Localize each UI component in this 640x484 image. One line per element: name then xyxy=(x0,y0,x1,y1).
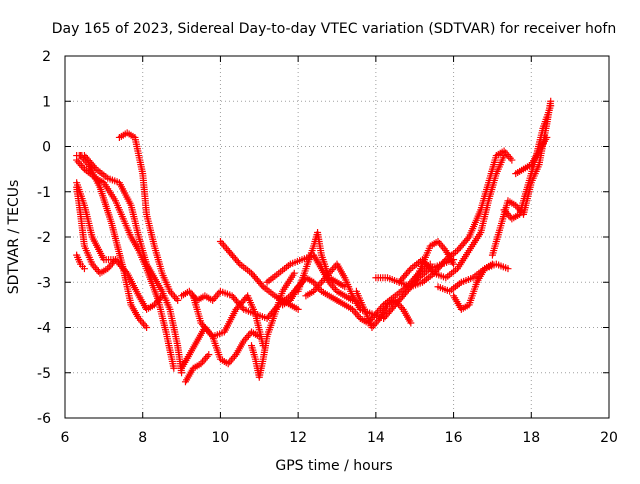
data-point xyxy=(294,305,302,313)
data-point xyxy=(174,296,182,304)
data-point xyxy=(170,364,178,372)
data-point xyxy=(158,292,166,300)
y-axis-label: SDTVAR / TECUs xyxy=(6,180,22,295)
y-tick-label: -3 xyxy=(37,275,51,291)
y-tick-label: 2 xyxy=(42,49,51,65)
chart-title: Day 165 of 2023, Sidereal Day-to-day VTE… xyxy=(52,21,616,37)
x-tick-label: 20 xyxy=(600,430,618,446)
y-tick-label: -1 xyxy=(37,185,51,201)
data-point xyxy=(450,260,458,268)
data-point xyxy=(80,265,88,273)
data-series-track-28 xyxy=(512,133,551,178)
data-marker xyxy=(405,266,413,274)
data-marker xyxy=(234,258,242,266)
y-tick-label: -6 xyxy=(37,411,51,427)
data-series-track-6 xyxy=(77,152,151,331)
data-layer xyxy=(73,97,555,386)
data-marker xyxy=(440,257,448,265)
data-series-track-5 xyxy=(73,251,88,273)
data-marker xyxy=(258,281,266,289)
x-tick-label: 12 xyxy=(289,430,307,446)
data-point xyxy=(500,152,508,160)
data-point xyxy=(508,156,516,164)
x-tick-label: 10 xyxy=(212,430,230,446)
x-tick-label: 8 xyxy=(138,430,147,446)
data-series-track-15 xyxy=(279,274,341,309)
data-point xyxy=(543,133,551,141)
data-marker xyxy=(91,163,99,171)
data-point xyxy=(290,269,298,277)
data-series-track-25 xyxy=(450,260,496,313)
data-marker xyxy=(464,235,472,243)
data-series-track-10 xyxy=(181,351,213,386)
y-tick-label: 0 xyxy=(42,140,51,156)
tick-layer xyxy=(64,55,610,419)
x-axis-label: GPS time / hours xyxy=(275,458,392,474)
y-tick-label: -2 xyxy=(37,230,51,246)
x-tick-label: 18 xyxy=(522,430,540,446)
y-tick-label: 1 xyxy=(42,94,51,110)
data-series-track-4 xyxy=(73,183,120,277)
x-tick-label: 16 xyxy=(445,430,463,446)
data-series-track-7 xyxy=(115,129,182,304)
data-point xyxy=(143,324,151,331)
x-tick-label: 6 xyxy=(61,430,70,446)
data-point xyxy=(205,351,213,359)
data-point xyxy=(488,260,496,268)
data-series-track-20 xyxy=(356,256,458,322)
data-series-track-23 xyxy=(411,238,458,286)
data-point xyxy=(504,265,512,273)
x-tick-label: 14 xyxy=(367,430,385,446)
grid-layer xyxy=(65,56,609,418)
y-tick-label: -4 xyxy=(37,321,51,337)
data-marker xyxy=(429,268,437,276)
data-marker xyxy=(207,331,215,339)
y-tick-label: -5 xyxy=(37,366,51,382)
data-point xyxy=(407,319,415,327)
data-point xyxy=(547,102,555,110)
